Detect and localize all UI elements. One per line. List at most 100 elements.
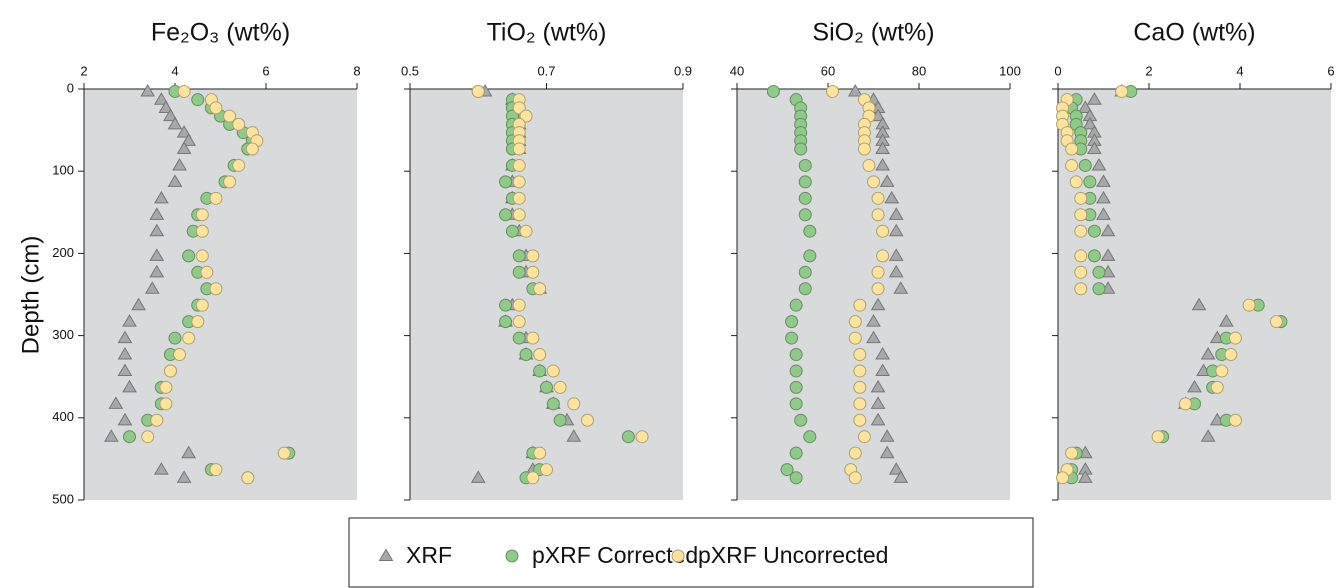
data-point xyxy=(803,249,817,263)
data-point xyxy=(1187,379,1202,393)
data-point xyxy=(879,174,895,187)
data-point xyxy=(149,248,165,261)
data-point xyxy=(871,208,885,222)
data-point xyxy=(853,364,867,378)
x-tick-label: 6 xyxy=(1327,63,1334,78)
data-point xyxy=(149,207,165,220)
data-point xyxy=(875,141,890,155)
data-point xyxy=(1074,191,1088,205)
x-tick-label: 4 xyxy=(171,63,178,78)
data-point xyxy=(123,430,136,444)
data-point xyxy=(159,397,173,411)
data-point xyxy=(159,380,173,394)
data-point xyxy=(798,191,812,205)
data-point xyxy=(879,429,895,442)
data-point xyxy=(789,380,803,394)
data-point xyxy=(1091,157,1107,171)
data-point xyxy=(789,298,803,312)
data-point xyxy=(853,413,867,427)
data-point xyxy=(1218,314,1234,327)
data-point xyxy=(875,157,890,171)
panel-title: CaO (wt%) xyxy=(1133,19,1255,47)
data-point xyxy=(141,430,155,444)
data-point xyxy=(567,397,581,411)
data-point xyxy=(108,396,124,409)
legend-marker xyxy=(378,548,394,562)
data-point xyxy=(798,158,812,172)
data-point xyxy=(519,224,533,238)
data-point xyxy=(1100,248,1116,261)
data-point xyxy=(512,175,526,189)
data-point xyxy=(209,463,223,477)
data-point xyxy=(1200,429,1216,442)
data-point xyxy=(1092,282,1106,296)
data-point xyxy=(798,282,812,296)
data-point xyxy=(182,249,196,263)
data-point xyxy=(176,470,192,483)
data-point xyxy=(103,429,119,442)
data-point xyxy=(553,380,567,394)
data-point xyxy=(893,281,909,294)
data-point xyxy=(512,191,526,205)
data-point xyxy=(848,446,862,460)
data-point xyxy=(875,363,890,376)
data-point xyxy=(1151,430,1165,444)
data-point xyxy=(471,84,485,98)
data-point xyxy=(1092,265,1106,279)
data-point xyxy=(1096,207,1111,220)
data-point xyxy=(785,331,799,345)
data-point xyxy=(512,315,526,329)
data-point xyxy=(512,208,526,222)
data-point xyxy=(1087,141,1102,155)
data-point xyxy=(1069,175,1083,189)
data-point xyxy=(1087,92,1102,105)
legend-marker xyxy=(505,549,519,563)
legend-label: pXRF Uncorrected xyxy=(698,542,888,568)
x-tick-label: 6 xyxy=(262,63,269,78)
data-point xyxy=(1078,158,1092,172)
data-point xyxy=(499,175,513,189)
panel-title: TiO₂ (wt%) xyxy=(487,19,607,47)
data-point xyxy=(232,158,246,172)
data-point xyxy=(853,380,867,394)
data-point xyxy=(876,224,890,238)
data-point xyxy=(789,446,803,460)
data-point xyxy=(540,463,553,477)
data-point xyxy=(866,314,881,327)
x-tick-label: 2 xyxy=(80,63,87,78)
data-point xyxy=(888,223,904,237)
data-point xyxy=(888,462,904,475)
y-tick-label: 0 xyxy=(67,80,74,95)
data-point xyxy=(1074,208,1088,222)
data-point xyxy=(176,125,192,138)
data-point xyxy=(173,348,187,362)
data-point xyxy=(1096,174,1111,187)
legend-label: pXRF Corrected xyxy=(532,542,698,568)
data-point xyxy=(209,191,223,205)
data-point xyxy=(870,412,886,426)
data-point xyxy=(888,207,904,220)
data-point xyxy=(546,397,560,411)
data-point xyxy=(533,348,547,362)
data-point xyxy=(853,397,867,411)
x-tick-label: 2 xyxy=(1145,63,1152,78)
y-tick-label: 100 xyxy=(52,163,74,178)
data-point xyxy=(182,331,196,345)
y-tick-label: 500 xyxy=(52,491,74,506)
y-tick-label: 400 xyxy=(52,409,74,424)
data-point xyxy=(870,297,886,311)
data-point xyxy=(1242,298,1256,312)
data-point xyxy=(150,413,164,427)
legend-marker xyxy=(671,549,685,563)
data-point xyxy=(893,470,909,483)
data-point xyxy=(512,265,526,279)
data-point xyxy=(884,190,900,204)
data-point xyxy=(780,463,794,477)
data-point xyxy=(875,347,890,360)
data-point xyxy=(533,364,547,378)
data-point xyxy=(177,84,191,98)
data-point xyxy=(241,471,255,485)
data-point xyxy=(505,224,519,238)
data-point xyxy=(153,462,169,475)
data-point xyxy=(803,224,817,238)
